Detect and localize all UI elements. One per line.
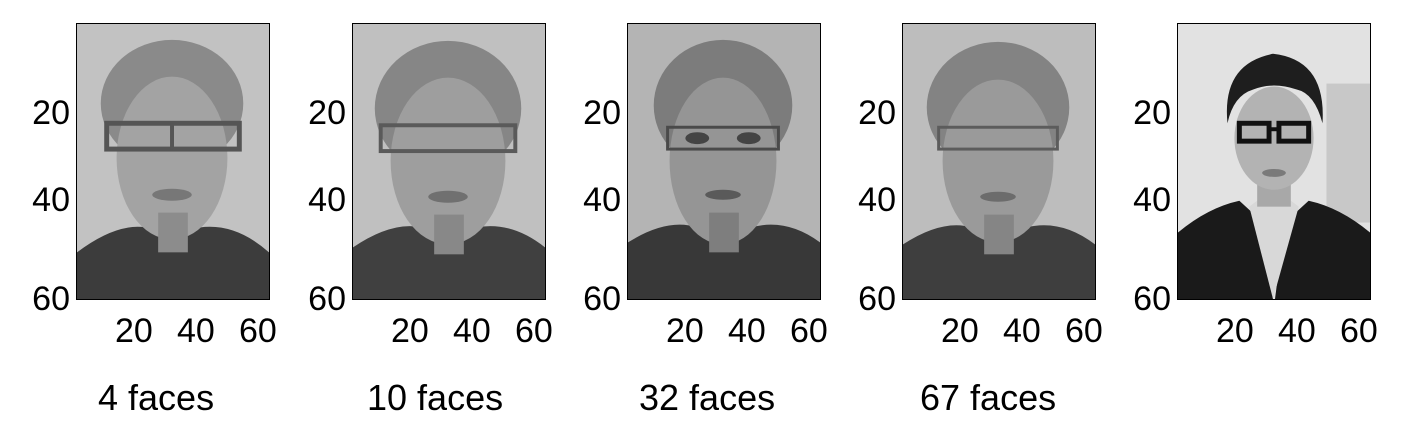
x-axis: 20 40 60 <box>627 314 847 354</box>
panel-1: 20 40 60 20 40 60 4 faces <box>0 0 280 438</box>
x-tick-label: 20 <box>666 312 704 350</box>
y-tick-label: 40 <box>858 181 896 219</box>
x-tick-label: 60 <box>1340 312 1378 350</box>
y-tick-label: 60 <box>32 280 70 318</box>
panel-2: 20 40 60 20 40 60 10 faces <box>276 0 556 438</box>
x-tick-label: 20 <box>1216 312 1254 350</box>
x-tick-label: 60 <box>239 312 277 350</box>
face-image-graphic <box>77 24 269 299</box>
y-tick-label: 20 <box>583 94 621 132</box>
panel-4: 20 40 60 20 40 60 67 faces <box>826 0 1106 438</box>
caption: 4 faces <box>98 377 215 418</box>
y-tick-label: 40 <box>583 181 621 219</box>
caption: 10 faces <box>367 377 504 418</box>
x-tick-label: 60 <box>515 312 553 350</box>
face-image <box>352 23 546 300</box>
face-image <box>627 23 821 300</box>
y-tick-label: 60 <box>1133 280 1171 318</box>
caption: 67 faces <box>920 377 1057 418</box>
panel-5: 20 40 60 20 40 60 <box>1101 0 1381 438</box>
face-image <box>1177 23 1371 300</box>
x-axis: 20 40 60 <box>902 314 1122 354</box>
x-axis: 20 40 60 <box>1177 314 1397 354</box>
y-tick-label: 20 <box>1133 94 1171 132</box>
y-tick-label: 60 <box>583 280 621 318</box>
y-tick-label: 40 <box>32 181 70 219</box>
face-image-graphic <box>903 24 1095 299</box>
x-tick-label: 40 <box>1278 312 1316 350</box>
y-tick-label: 60 <box>308 280 346 318</box>
x-tick-label: 20 <box>115 312 153 350</box>
x-tick-label: 40 <box>453 312 491 350</box>
x-tick-label: 60 <box>1065 312 1103 350</box>
face-image <box>902 23 1096 300</box>
x-axis: 20 40 60 <box>352 314 572 354</box>
y-tick-label: 20 <box>308 94 346 132</box>
face-image-graphic <box>1178 24 1370 299</box>
y-tick-label: 40 <box>308 181 346 219</box>
y-tick-label: 60 <box>858 280 896 318</box>
caption: 32 faces <box>639 377 776 418</box>
x-tick-label: 20 <box>391 312 429 350</box>
x-tick-label: 40 <box>728 312 766 350</box>
x-axis: 20 40 60 <box>76 314 296 354</box>
face-image-graphic <box>353 24 545 299</box>
y-tick-label: 20 <box>32 94 70 132</box>
panel-3: 20 40 60 20 40 60 32 faces <box>551 0 831 438</box>
y-tick-label: 20 <box>858 94 896 132</box>
x-tick-label: 20 <box>941 312 979 350</box>
x-tick-label: 60 <box>790 312 828 350</box>
face-image-graphic <box>628 24 820 299</box>
x-tick-label: 40 <box>177 312 215 350</box>
y-tick-label: 40 <box>1133 181 1171 219</box>
x-tick-label: 40 <box>1003 312 1041 350</box>
face-image <box>76 23 270 300</box>
